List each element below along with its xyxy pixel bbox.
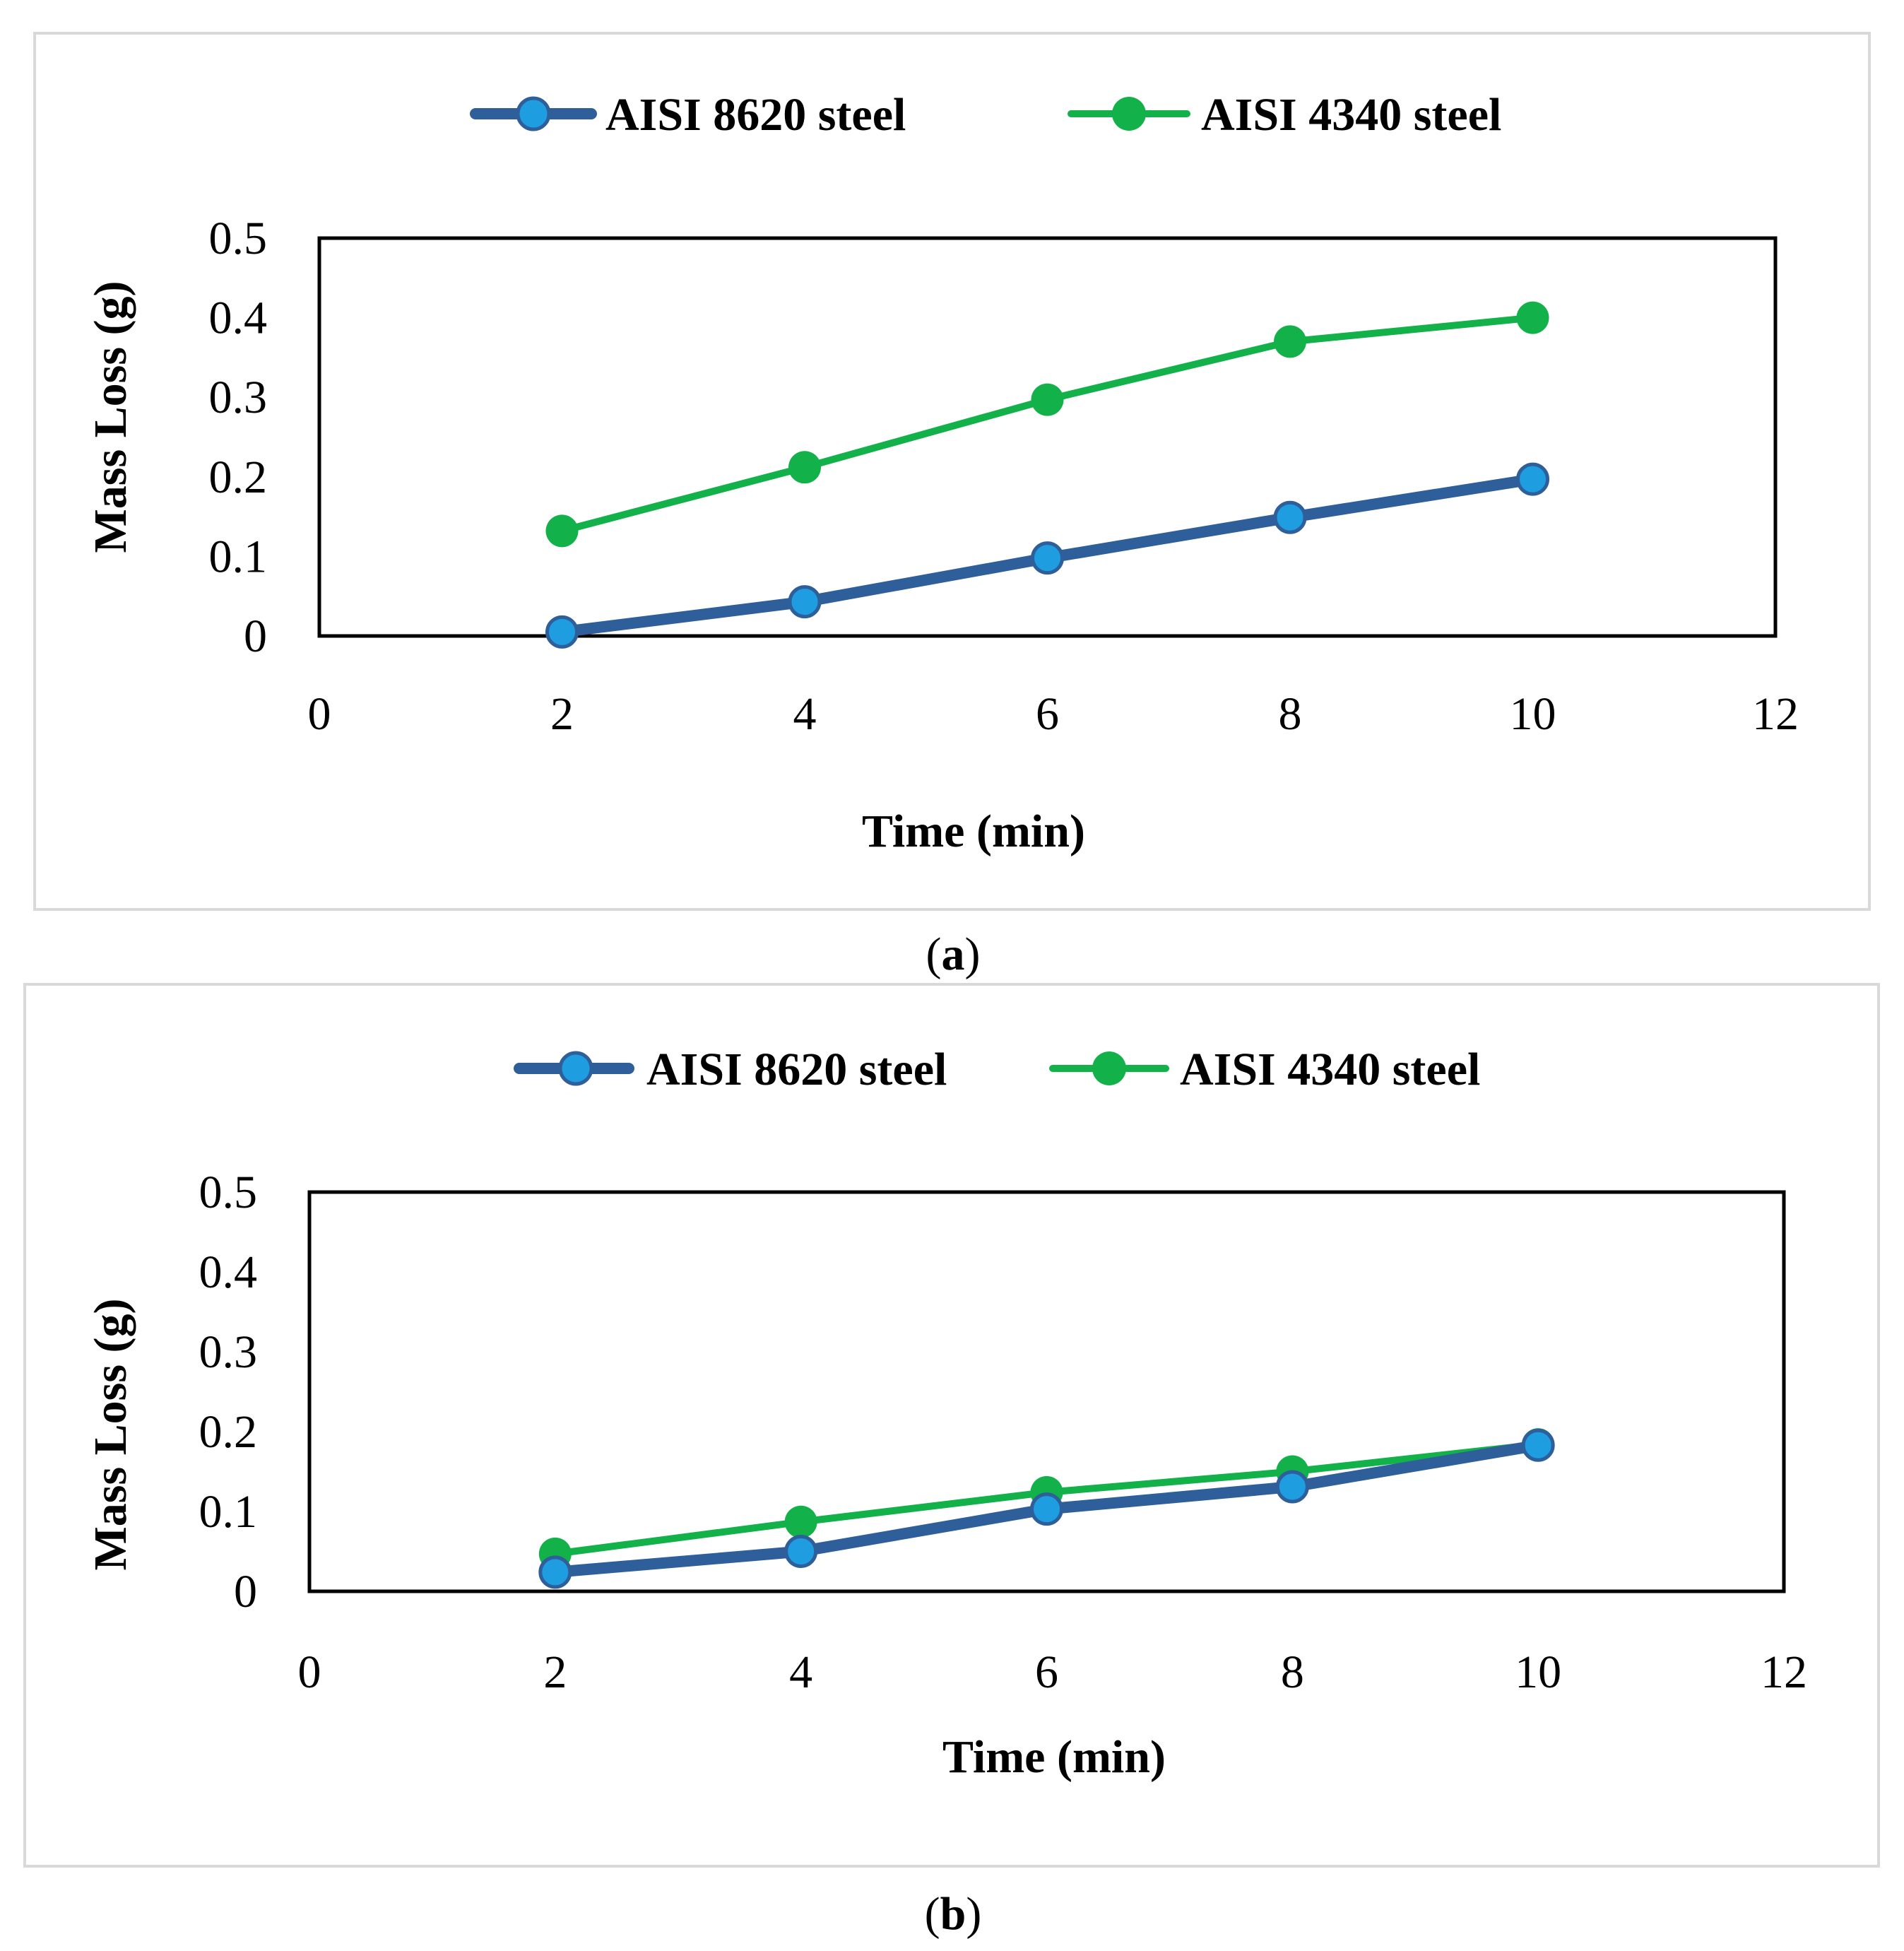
x-tick-label-a-2: 4: [793, 688, 817, 740]
xlabel-a: Time (min): [862, 806, 1085, 857]
legend-a-item-4340[interactable]: AISI 4340 steel: [1068, 89, 1501, 141]
y-tick-label-b-1: 0.1: [199, 1486, 258, 1538]
xlabel-b: Time (min): [942, 1731, 1166, 1783]
caption-a-letter: a: [942, 929, 965, 980]
y-tick-label-a-1: 0.1: [209, 531, 268, 582]
y-tick-label-b-5: 0.5: [199, 1167, 258, 1218]
point-a-4340-1[interactable]: [788, 451, 821, 484]
caption-b-close: ): [966, 1888, 981, 1940]
y-tick-label-b-4: 0.4: [199, 1246, 258, 1298]
x-tick-label-b-6: 12: [1761, 1646, 1807, 1698]
legend-a-item-8620[interactable]: AISI 8620 steel: [470, 89, 906, 141]
point-a-8620-3[interactable]: [1273, 500, 1307, 534]
ticks-b: 0 2 4 6 8 10 12 0 0.1 0.2 0.3 0.4 0.5: [199, 1167, 1808, 1698]
x-tick-label-a-4: 8: [1279, 688, 1302, 740]
panel-a-frame: [33, 32, 1871, 911]
point-a-4340-4[interactable]: [1516, 301, 1549, 334]
legend-a-8620-label: AISI 8620 steel: [605, 89, 906, 141]
x-tick-label-a-3: 6: [1036, 688, 1059, 740]
y-tick-label-a-0: 0: [244, 611, 267, 662]
point-a-4340-2[interactable]: [1031, 383, 1064, 416]
panel-b-frame: [23, 983, 1880, 1868]
caption-a: (a): [926, 929, 981, 980]
x-tick-label-a-1: 2: [550, 688, 574, 740]
y-tick-label-b-3: 0.3: [199, 1326, 258, 1378]
legend-b: AISI 8620 steel AISI 4340 steel: [514, 1044, 1480, 1095]
ylabel-a: Mass Loss (g): [85, 281, 136, 553]
point-a-8620-4[interactable]: [1516, 462, 1549, 496]
point-b-8620-3[interactable]: [1275, 1470, 1309, 1504]
legend-b-item-4340[interactable]: AISI 4340 steel: [1049, 1044, 1480, 1095]
point-a-8620-1[interactable]: [788, 585, 822, 619]
point-a-8620-0[interactable]: [545, 615, 579, 649]
point-b-4340-1[interactable]: [784, 1505, 817, 1538]
y-tick-label-b-0: 0: [234, 1566, 257, 1617]
x-tick-label-b-2: 4: [789, 1646, 812, 1698]
x-tick-label-a-0: 0: [308, 688, 331, 740]
y-tick-label-b-2: 0.2: [199, 1406, 258, 1458]
point-a-8620-2[interactable]: [1031, 541, 1064, 575]
y-tick-label-a-5: 0.5: [209, 213, 268, 264]
caption-a-open: (: [926, 929, 942, 980]
x-tick-label-b-0: 0: [298, 1646, 321, 1698]
ylabel-b: Mass Loss (g): [85, 1298, 136, 1570]
legend-b-4340-marker: [1092, 1051, 1126, 1085]
chart-a: AISI 8620 steel AISI 4340 steel 0 2 4 6 8 10 1…: [33, 32, 1871, 980]
y-tick-label-a-3: 0.3: [209, 372, 268, 423]
x-tick-label-b-5: 10: [1515, 1646, 1561, 1698]
point-b-8620-1[interactable]: [784, 1535, 818, 1568]
point-b-8620-2[interactable]: [1030, 1492, 1063, 1526]
point-a-4340-3[interactable]: [1274, 325, 1306, 358]
x-tick-label-a-6: 12: [1752, 688, 1799, 740]
x-tick-label-b-4: 8: [1281, 1646, 1304, 1698]
y-tick-label-a-2: 0.2: [209, 452, 268, 503]
legend-a-4340-label: AISI 4340 steel: [1201, 89, 1501, 141]
x-tick-label-a-5: 10: [1510, 688, 1556, 740]
caption-b-letter: b: [940, 1888, 966, 1940]
plot-area-b: [307, 1190, 1786, 1593]
legend-b-item-8620[interactable]: AISI 8620 steel: [514, 1044, 947, 1095]
caption-a-close: ): [965, 929, 981, 980]
caption-b-open: (: [925, 1888, 940, 1940]
legend-b-8620-label: AISI 8620 steel: [646, 1044, 947, 1095]
point-b-8620-0[interactable]: [538, 1555, 572, 1589]
point-a-4340-0[interactable]: [545, 514, 579, 548]
legend-a-4340-marker: [1112, 97, 1146, 131]
y-tick-label-a-4: 0.4: [209, 293, 268, 344]
legend-b-4340-label: AISI 4340 steel: [1180, 1044, 1480, 1095]
legend-b-8620-marker: [558, 1051, 593, 1086]
x-tick-label-b-1: 2: [543, 1646, 567, 1698]
caption-b: (b): [925, 1888, 982, 1940]
series-b: [538, 1428, 1555, 1589]
series-a: [545, 301, 1549, 649]
legend-a: AISI 8620 steel AISI 4340 steel: [470, 89, 1501, 141]
point-b-8620-4[interactable]: [1521, 1428, 1555, 1462]
plot-area-a: [317, 236, 1778, 638]
ticks-a: 0 2 4 6 8 10 12 0 0.1 0.2 0.3 0.4 0.5: [209, 213, 1799, 740]
chart-b: AISI 8620 steel AISI 4340 steel 0 2 4 6 8 10 1…: [23, 983, 1880, 1940]
x-tick-label-b-3: 6: [1035, 1646, 1058, 1698]
legend-a-8620-marker: [516, 96, 551, 131]
